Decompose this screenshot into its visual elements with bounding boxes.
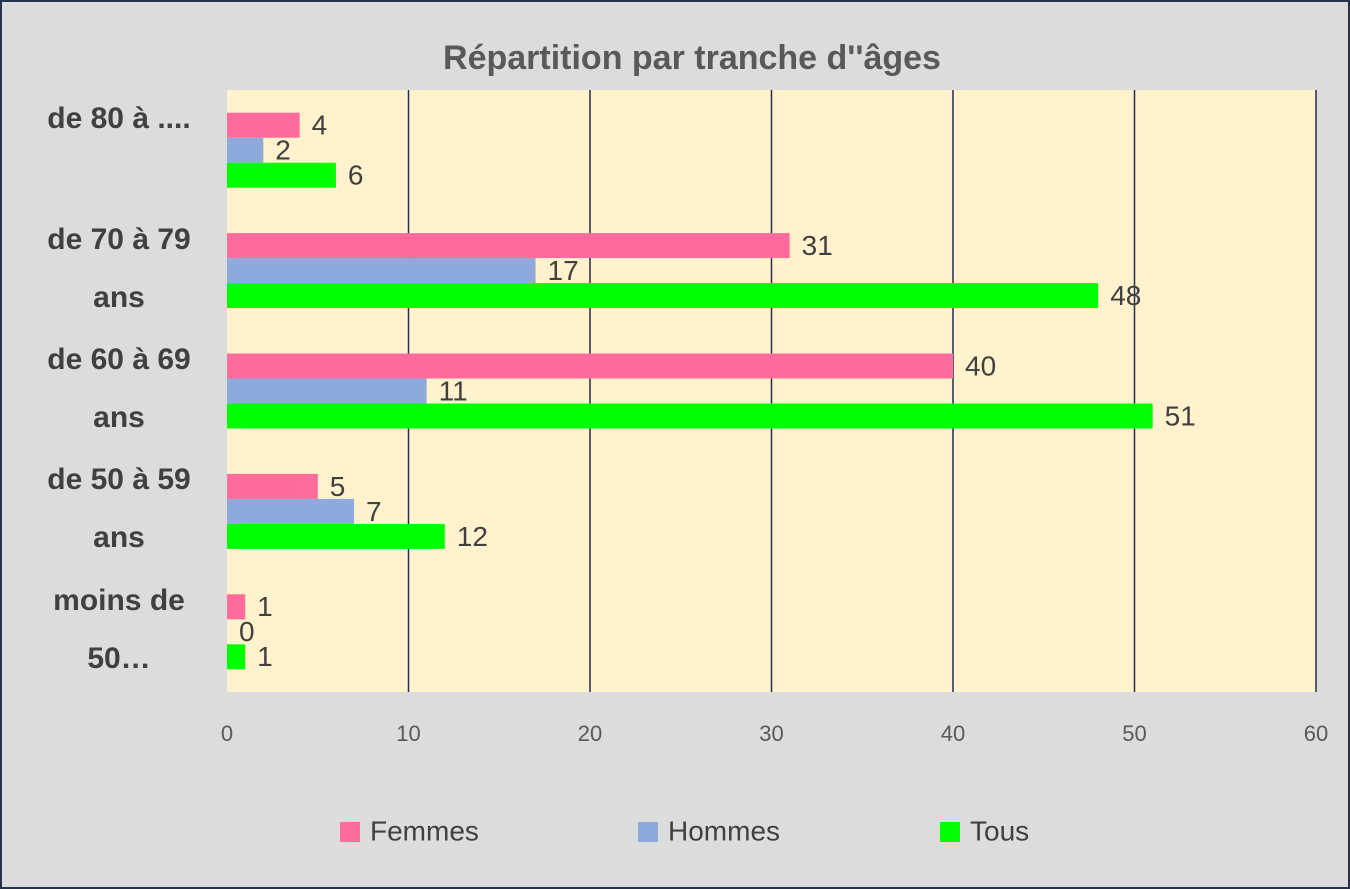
y-tick-label: moins de 50…	[53, 583, 185, 675]
data-label: 17	[548, 255, 579, 286]
legend-swatch	[638, 822, 658, 842]
data-label: 2	[275, 135, 291, 166]
chart-title: Répartition par tranche d''âges	[443, 39, 941, 77]
bar	[227, 283, 1099, 309]
data-label: 4	[312, 110, 328, 141]
data-label: 1	[257, 591, 273, 622]
x-tick-label: 20	[578, 721, 602, 746]
legend-label: Hommes	[668, 815, 780, 846]
data-label: 51	[1165, 400, 1196, 431]
y-tick-label: de 60 à 69 ans	[47, 343, 191, 434]
bar	[227, 233, 790, 259]
x-tick-label: 30	[759, 721, 783, 746]
legend-label: Femmes	[370, 815, 479, 846]
bar	[227, 473, 318, 499]
x-tick-label: 10	[396, 721, 420, 746]
bar	[227, 162, 336, 188]
bar	[227, 112, 300, 138]
y-tick-label: de 80 à ....	[47, 102, 191, 136]
data-label: 40	[965, 350, 996, 381]
bar	[227, 137, 264, 163]
x-tick-label: 40	[941, 721, 965, 746]
data-label: 7	[366, 496, 382, 527]
data-label: 5	[330, 471, 346, 502]
bar	[227, 403, 1153, 429]
bar	[227, 258, 536, 284]
data-label: 6	[348, 160, 364, 191]
bar	[227, 378, 427, 404]
x-tick-label: 0	[221, 721, 233, 746]
legend-label: Tous	[970, 815, 1029, 846]
data-label: 48	[1110, 280, 1141, 311]
x-tick-label: 60	[1304, 721, 1328, 746]
bar	[227, 644, 246, 670]
y-tick-label: de 70 à 79 ans	[47, 222, 191, 314]
bar	[227, 594, 246, 620]
data-label: 1	[257, 641, 273, 672]
data-label: 12	[457, 521, 488, 552]
bar	[227, 353, 953, 379]
data-label: 0	[239, 616, 255, 647]
bar	[227, 498, 355, 524]
legend-swatch	[940, 822, 960, 842]
legend-swatch	[340, 822, 360, 842]
data-label: 11	[439, 375, 468, 406]
x-tick-label: 50	[1122, 721, 1146, 746]
bar	[227, 523, 445, 549]
y-tick-label: de 50 à 59 ans	[47, 463, 191, 555]
data-label: 31	[802, 230, 833, 261]
